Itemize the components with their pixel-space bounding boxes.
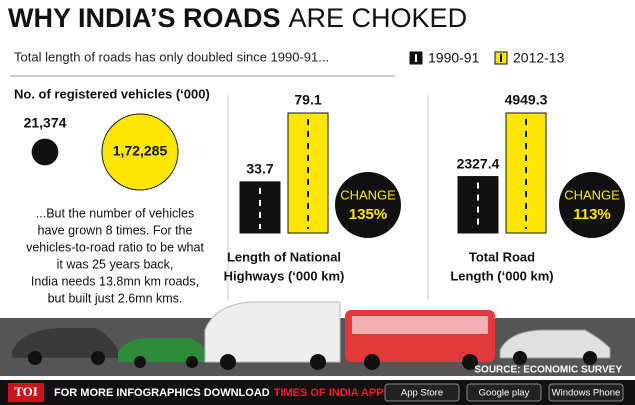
wheel [583, 351, 597, 365]
wheel [310, 354, 326, 370]
vehicle-circle [101, 113, 179, 191]
panel-label: Length of National [227, 249, 341, 264]
legend-label: 2012-13 [513, 50, 565, 66]
note-line: India needs 13.8mn km roads, [31, 274, 199, 288]
panel-label: Length (‘000 km) [450, 268, 553, 283]
change-value: 135% [349, 206, 387, 223]
change-title: CHANGE [340, 187, 396, 202]
wheel [462, 354, 478, 370]
note-line: but built just 2.6mn kms. [48, 291, 183, 305]
change-value: 113% [573, 206, 611, 223]
source: SOURCE: ECONOMIC SURVEY [474, 365, 622, 376]
title-light: ARE CHOKED [289, 3, 468, 33]
note-line: ...But the number of vehicles [36, 206, 194, 220]
wheel [513, 351, 527, 365]
change-badge [335, 172, 401, 238]
note-line: it was 25 years back, [57, 257, 174, 271]
bar-value: 4949.3 [505, 92, 548, 108]
change-title: CHANGE [564, 187, 620, 202]
change-badge [559, 172, 625, 238]
store-label: Google play [479, 388, 530, 399]
note-line: have grown 8 times. For the [38, 223, 193, 237]
footer-text: FOR MORE INFOGRAPHICS DOWNLOAD TIMES OF I… [54, 387, 384, 399]
legend-label: 1990-91 [428, 50, 480, 66]
subtitle: Total length of roads has only doubled s… [14, 49, 329, 64]
bus-window [352, 316, 488, 334]
store-badge[interactable] [548, 383, 624, 402]
wheel [91, 351, 105, 365]
bar-value: 33.7 [246, 161, 273, 177]
panel-label: Total Road [469, 249, 535, 264]
vehicles-title: No. of registered vehicles (‘000) [14, 86, 210, 101]
bar-value: 79.1 [294, 92, 321, 108]
store-badge[interactable] [466, 383, 542, 402]
store-label: Windows Phone [552, 388, 621, 399]
note-line: vehicles-to-road ratio to be what [26, 240, 204, 254]
car [118, 338, 210, 362]
wheel [364, 354, 380, 370]
vehicle-label: 1,72,285 [113, 143, 168, 159]
wheel [28, 351, 42, 365]
vehicle-circle [31, 138, 59, 166]
car [12, 328, 118, 358]
wheel [186, 356, 198, 368]
store-label: App Store [401, 388, 443, 399]
title-bold: WHY INDIA’S ROADS [8, 3, 281, 33]
wheel [134, 356, 146, 368]
footer-text-main: FOR MORE INFOGRAPHICS DOWNLOAD [54, 387, 270, 399]
vehicle-label: 21,374 [24, 115, 67, 131]
panel-label: Highways (‘000 km) [224, 268, 345, 283]
title: WHY INDIA’S ROADS ARE CHOKED [8, 3, 467, 33]
bar-value: 2327.4 [457, 155, 500, 171]
wheel [220, 354, 236, 370]
car [499, 329, 611, 359]
traffic [12, 301, 611, 370]
store-badge[interactable] [384, 383, 460, 402]
brand: TOI [14, 384, 38, 399]
footer-app: TIMES OF INDIA APP [274, 387, 384, 399]
van [204, 301, 341, 363]
brand-box [8, 383, 44, 402]
